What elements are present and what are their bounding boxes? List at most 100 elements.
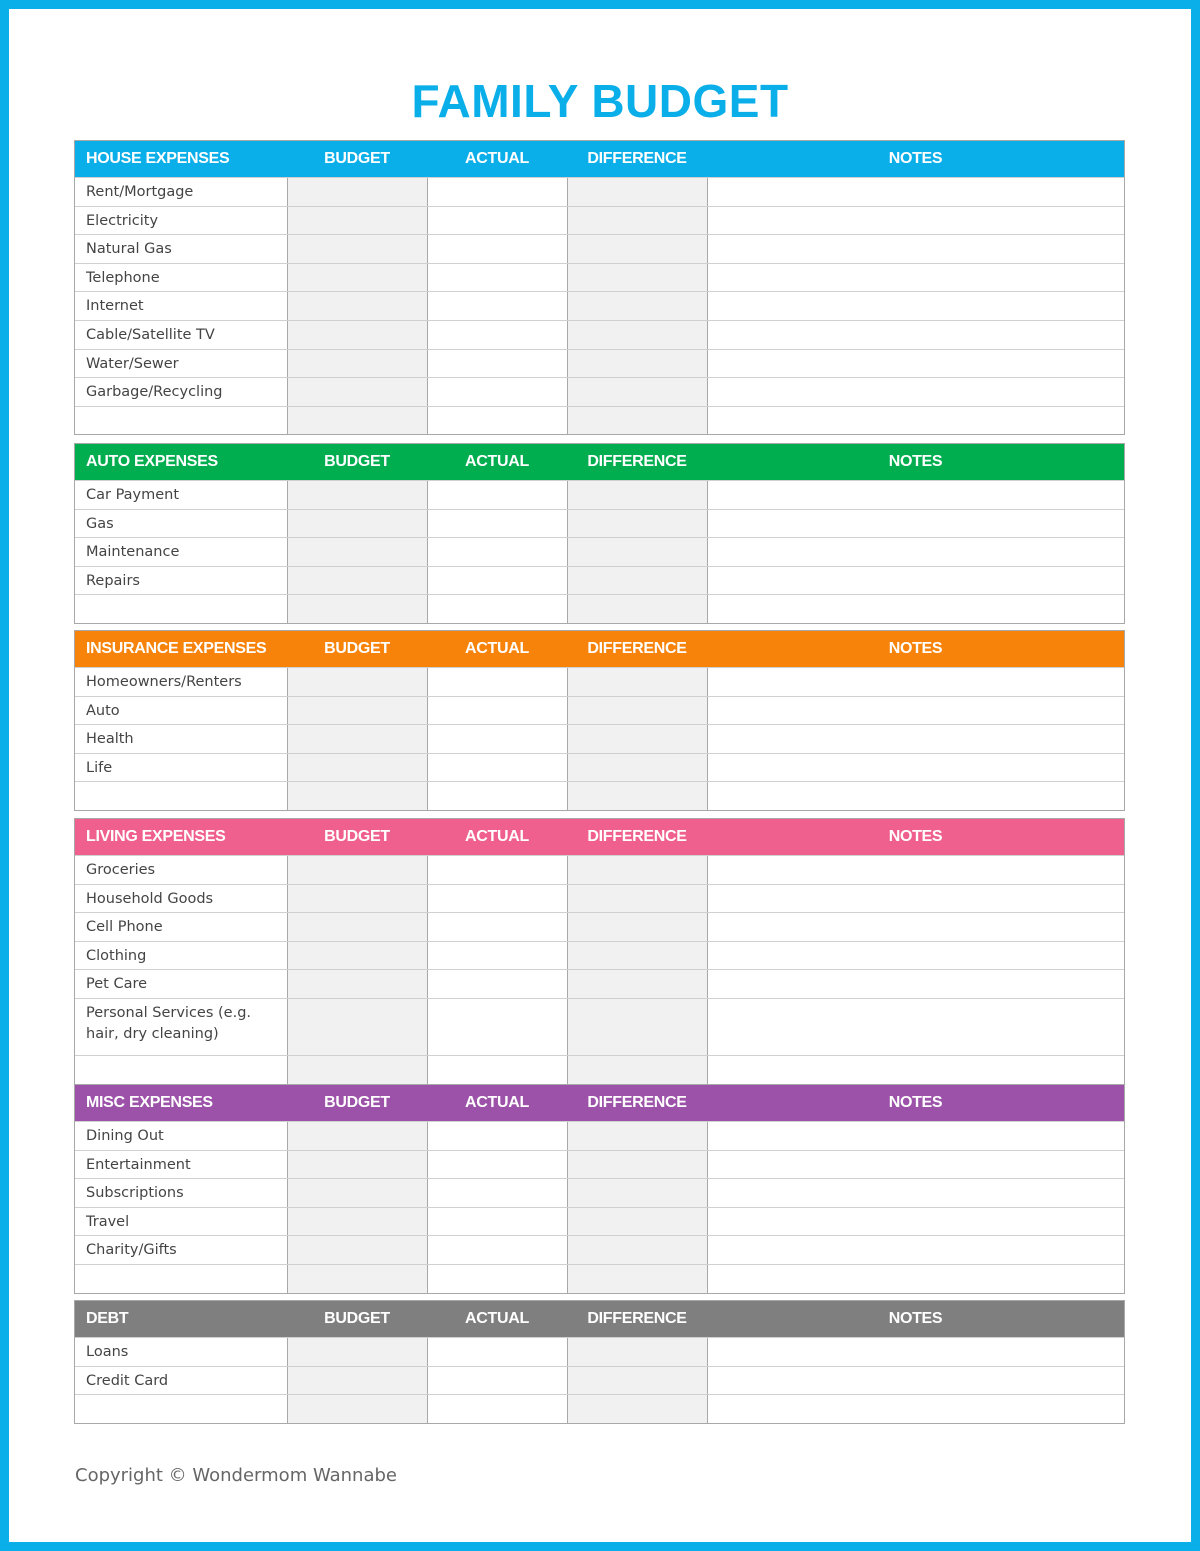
notes-cell[interactable] xyxy=(707,235,1124,263)
notes-cell[interactable] xyxy=(707,668,1124,696)
difference-cell[interactable] xyxy=(567,406,707,435)
budget-cell[interactable] xyxy=(287,753,427,782)
notes-cell[interactable] xyxy=(707,1150,1124,1179)
budget-cell[interactable] xyxy=(287,292,427,320)
difference-cell[interactable] xyxy=(567,1055,707,1084)
difference-cell[interactable] xyxy=(567,349,707,378)
budget-cell[interactable] xyxy=(287,941,427,970)
notes-cell[interactable] xyxy=(707,378,1124,406)
budget-cell[interactable] xyxy=(287,998,427,1055)
budget-cell[interactable] xyxy=(287,349,427,378)
actual-cell[interactable] xyxy=(427,753,567,782)
notes-cell[interactable] xyxy=(707,509,1124,538)
notes-cell[interactable] xyxy=(707,263,1124,292)
notes-cell[interactable] xyxy=(707,595,1124,623)
notes-cell[interactable] xyxy=(707,970,1124,998)
budget-cell[interactable] xyxy=(287,566,427,595)
actual-cell[interactable] xyxy=(427,782,567,810)
difference-cell[interactable] xyxy=(567,782,707,810)
actual-cell[interactable] xyxy=(427,1395,567,1423)
difference-cell[interactable] xyxy=(567,1264,707,1293)
actual-cell[interactable] xyxy=(427,1338,567,1366)
notes-cell[interactable] xyxy=(707,292,1124,320)
actual-cell[interactable] xyxy=(427,481,567,509)
actual-cell[interactable] xyxy=(427,1179,567,1207)
budget-cell[interactable] xyxy=(287,1207,427,1236)
notes-cell[interactable] xyxy=(707,1395,1124,1423)
difference-cell[interactable] xyxy=(567,696,707,725)
budget-cell[interactable] xyxy=(287,970,427,998)
actual-cell[interactable] xyxy=(427,1207,567,1236)
notes-cell[interactable] xyxy=(707,1366,1124,1395)
notes-cell[interactable] xyxy=(707,178,1124,206)
difference-cell[interactable] xyxy=(567,595,707,623)
actual-cell[interactable] xyxy=(427,1366,567,1395)
notes-cell[interactable] xyxy=(707,753,1124,782)
actual-cell[interactable] xyxy=(427,509,567,538)
difference-cell[interactable] xyxy=(567,292,707,320)
budget-cell[interactable] xyxy=(287,782,427,810)
difference-cell[interactable] xyxy=(567,668,707,696)
notes-cell[interactable] xyxy=(707,481,1124,509)
actual-cell[interactable] xyxy=(427,1122,567,1150)
notes-cell[interactable] xyxy=(707,538,1124,566)
budget-cell[interactable] xyxy=(287,913,427,941)
difference-cell[interactable] xyxy=(567,1395,707,1423)
difference-cell[interactable] xyxy=(567,509,707,538)
budget-cell[interactable] xyxy=(287,1122,427,1150)
notes-cell[interactable] xyxy=(707,320,1124,349)
difference-cell[interactable] xyxy=(567,378,707,406)
notes-cell[interactable] xyxy=(707,1338,1124,1366)
actual-cell[interactable] xyxy=(427,1236,567,1264)
actual-cell[interactable] xyxy=(427,349,567,378)
actual-cell[interactable] xyxy=(427,668,567,696)
notes-cell[interactable] xyxy=(707,566,1124,595)
budget-cell[interactable] xyxy=(287,1055,427,1084)
difference-cell[interactable] xyxy=(567,1122,707,1150)
budget-cell[interactable] xyxy=(287,884,427,913)
budget-cell[interactable] xyxy=(287,1150,427,1179)
difference-cell[interactable] xyxy=(567,913,707,941)
actual-cell[interactable] xyxy=(427,263,567,292)
actual-cell[interactable] xyxy=(427,1055,567,1084)
budget-cell[interactable] xyxy=(287,1179,427,1207)
budget-cell[interactable] xyxy=(287,378,427,406)
difference-cell[interactable] xyxy=(567,566,707,595)
budget-cell[interactable] xyxy=(287,1366,427,1395)
budget-cell[interactable] xyxy=(287,1338,427,1366)
notes-cell[interactable] xyxy=(707,856,1124,884)
budget-cell[interactable] xyxy=(287,538,427,566)
difference-cell[interactable] xyxy=(567,856,707,884)
notes-cell[interactable] xyxy=(707,1236,1124,1264)
budget-cell[interactable] xyxy=(287,509,427,538)
actual-cell[interactable] xyxy=(427,856,567,884)
actual-cell[interactable] xyxy=(427,538,567,566)
notes-cell[interactable] xyxy=(707,1055,1124,1084)
notes-cell[interactable] xyxy=(707,884,1124,913)
budget-cell[interactable] xyxy=(287,856,427,884)
budget-cell[interactable] xyxy=(287,406,427,435)
budget-cell[interactable] xyxy=(287,668,427,696)
actual-cell[interactable] xyxy=(427,970,567,998)
actual-cell[interactable] xyxy=(427,1264,567,1293)
budget-cell[interactable] xyxy=(287,725,427,753)
budget-cell[interactable] xyxy=(287,1395,427,1423)
notes-cell[interactable] xyxy=(707,1122,1124,1150)
actual-cell[interactable] xyxy=(427,406,567,435)
actual-cell[interactable] xyxy=(427,566,567,595)
difference-cell[interactable] xyxy=(567,1366,707,1395)
difference-cell[interactable] xyxy=(567,1207,707,1236)
difference-cell[interactable] xyxy=(567,1179,707,1207)
difference-cell[interactable] xyxy=(567,263,707,292)
difference-cell[interactable] xyxy=(567,178,707,206)
actual-cell[interactable] xyxy=(427,378,567,406)
difference-cell[interactable] xyxy=(567,1338,707,1366)
actual-cell[interactable] xyxy=(427,595,567,623)
actual-cell[interactable] xyxy=(427,696,567,725)
notes-cell[interactable] xyxy=(707,1207,1124,1236)
notes-cell[interactable] xyxy=(707,913,1124,941)
budget-cell[interactable] xyxy=(287,696,427,725)
budget-cell[interactable] xyxy=(287,595,427,623)
budget-cell[interactable] xyxy=(287,206,427,235)
actual-cell[interactable] xyxy=(427,292,567,320)
